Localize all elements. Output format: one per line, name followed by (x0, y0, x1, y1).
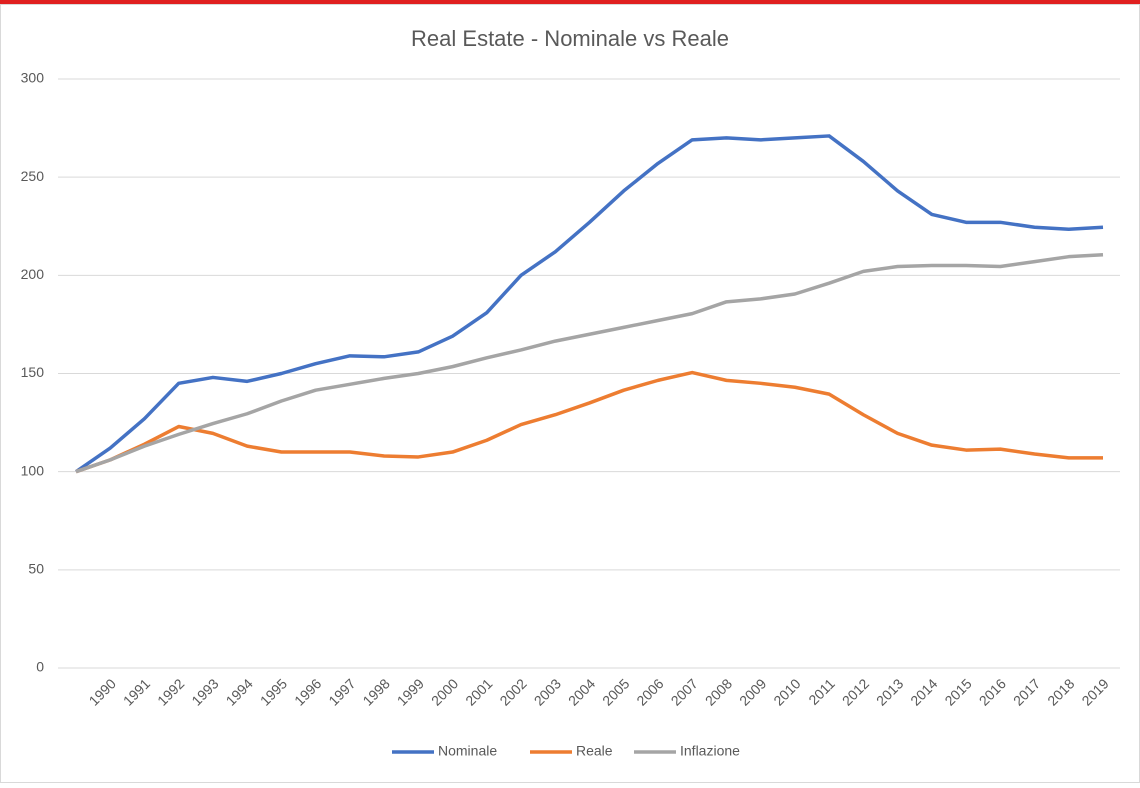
x-tick-label: 1995 (257, 675, 290, 708)
y-tick-label: 100 (21, 462, 45, 478)
x-tick-label: 1997 (325, 675, 358, 708)
x-tick-label: 2014 (907, 675, 940, 708)
y-tick-label: 150 (21, 364, 45, 380)
y-tick-label: 300 (21, 70, 45, 86)
x-tick-label: 2007 (668, 675, 701, 708)
x-tick-label: 1993 (188, 675, 221, 708)
x-tick-label: 2001 (462, 675, 495, 708)
x-tick-label: 2004 (565, 675, 598, 708)
series-line (75, 134, 1104, 474)
x-tick-label: 2010 (770, 675, 803, 708)
x-tick-label: 1994 (223, 675, 256, 708)
x-tick-label: 2018 (1044, 675, 1077, 708)
x-tick-label: 1991 (120, 675, 153, 708)
x-tick-label: 2019 (1078, 675, 1111, 708)
x-tick-label: 1998 (359, 675, 392, 708)
x-tick-label: 2006 (633, 675, 666, 708)
x-tick-label: 2008 (702, 675, 735, 708)
x-tick-label: 2002 (496, 675, 529, 708)
x-tick-label: 1990 (86, 675, 119, 708)
x-tick-label: 2013 (873, 675, 906, 708)
series-line (75, 252, 1104, 474)
x-tick-label: 2012 (839, 675, 872, 708)
x-tick-label: 2017 (1010, 675, 1043, 708)
top-bar (0, 0, 1140, 4)
x-tick-label: 2009 (736, 675, 769, 708)
x-tick-label: 2005 (599, 675, 632, 708)
chart-border (0, 4, 1140, 783)
x-tick-label: 2000 (428, 675, 461, 708)
x-tick-label: 1992 (154, 675, 187, 708)
x-tick-label: 2003 (531, 675, 564, 708)
legend-label: Nominale (438, 743, 497, 759)
x-tick-label: 1999 (394, 675, 427, 708)
y-tick-label: 250 (21, 168, 45, 184)
series-line (75, 370, 1103, 474)
x-tick-label: 1996 (291, 675, 324, 708)
chart-title: Real Estate - Nominale vs Reale (411, 26, 729, 51)
legend-label: Reale (576, 743, 613, 759)
y-tick-label: 0 (36, 659, 44, 675)
x-tick-label: 2015 (941, 675, 974, 708)
y-tick-label: 200 (21, 266, 45, 282)
x-tick-label: 2011 (805, 675, 838, 708)
legend-label: Inflazione (680, 743, 740, 759)
y-tick-label: 50 (28, 561, 44, 577)
x-tick-label: 2016 (976, 675, 1009, 708)
